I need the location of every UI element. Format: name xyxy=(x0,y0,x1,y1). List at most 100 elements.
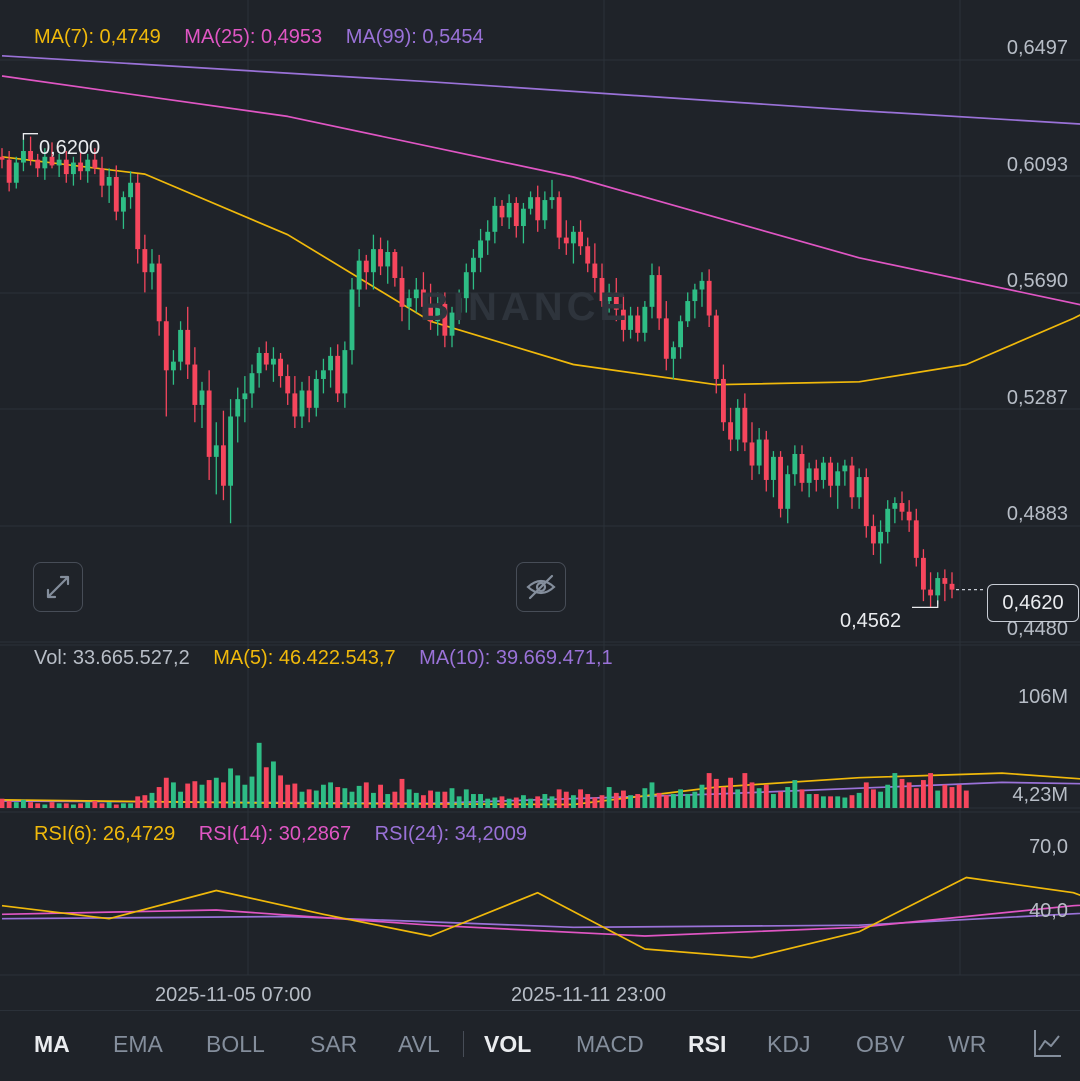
volume-bar xyxy=(463,789,469,808)
tab-ma[interactable]: MA xyxy=(34,1031,70,1057)
candle-body xyxy=(913,520,919,558)
volume-bar xyxy=(256,742,262,808)
candle-body xyxy=(206,390,212,457)
volume-bar xyxy=(171,782,176,808)
rsi6-line xyxy=(1,876,1080,959)
candle-body xyxy=(292,393,298,417)
candle-body xyxy=(549,197,555,201)
volume-tick: 106M xyxy=(1017,686,1068,708)
volume-bar xyxy=(28,802,33,808)
volume-bar xyxy=(963,790,969,808)
volume-bar xyxy=(335,787,341,808)
toolbar-divider xyxy=(463,1031,464,1057)
time-label: 2025-11-05 07:00 xyxy=(155,984,312,1006)
candle-body xyxy=(492,205,498,232)
legend-ma7: MA(7): 0,4749 xyxy=(34,26,161,48)
volume-bar xyxy=(792,780,798,808)
grid-lines xyxy=(0,0,1080,976)
candle-body xyxy=(49,156,55,166)
volume-bar xyxy=(399,778,405,808)
high-marker-line xyxy=(22,133,38,140)
tab-ema[interactable]: EMA xyxy=(113,1031,163,1057)
candle-body xyxy=(935,578,941,596)
volume-bar xyxy=(113,804,119,808)
indicator-toolbar: MA EMA BOLL SAR AVL VOL MACD RSI KDJ OBV… xyxy=(0,1010,1080,1081)
candle-body xyxy=(499,205,505,218)
tab-avl[interactable]: AVL xyxy=(398,1031,440,1057)
candle-body xyxy=(728,422,733,440)
volume-bar xyxy=(85,802,91,808)
price-tick: 0,4480 xyxy=(1006,618,1068,640)
volume-bar xyxy=(499,796,505,808)
candle-body xyxy=(871,526,876,544)
candle-body xyxy=(85,159,91,172)
expand-icon xyxy=(46,575,70,599)
tab-rsi[interactable]: RSI xyxy=(688,1031,727,1057)
volume-bar xyxy=(921,780,926,808)
current-price-tag[interactable]: 0,4620 xyxy=(987,584,1079,622)
candle-body xyxy=(649,275,655,307)
volume-bar xyxy=(121,803,126,808)
price-tick: 0,6497 xyxy=(1006,37,1068,59)
volume-bar xyxy=(321,784,326,808)
volume-bar xyxy=(706,773,712,808)
volume-bar xyxy=(863,782,869,808)
candle-body xyxy=(449,312,455,336)
candle-body xyxy=(171,361,176,371)
volume-bar xyxy=(471,794,476,808)
candle-body xyxy=(621,309,626,330)
hide-indicators-button[interactable] xyxy=(516,562,566,612)
volume-bar xyxy=(735,789,741,808)
legend-vol-ma5: MA(5): 46.422.543,7 xyxy=(213,647,396,669)
volume-bars-layer xyxy=(0,742,969,808)
volume-bar xyxy=(63,803,69,808)
volume-bar xyxy=(35,803,41,808)
volume-bar xyxy=(192,781,198,808)
volume-bar xyxy=(363,782,369,808)
tab-sar[interactable]: SAR xyxy=(310,1031,358,1057)
low-marker-label: 0,4562 xyxy=(840,610,902,632)
tab-kdj[interactable]: KDJ xyxy=(767,1031,811,1057)
volume-bar xyxy=(135,796,141,808)
candle-body xyxy=(335,355,341,394)
volume-bar xyxy=(721,787,726,808)
candle-body xyxy=(385,252,391,267)
volume-bar xyxy=(56,803,62,808)
candle-body xyxy=(521,208,526,227)
candle-body xyxy=(578,231,583,247)
rsi14-line xyxy=(1,904,1080,937)
volume-bar xyxy=(299,791,305,808)
tab-vol[interactable]: VOL xyxy=(484,1031,532,1057)
candle-body xyxy=(842,465,848,472)
volume-tick: 4,23M xyxy=(1012,784,1068,806)
volume-bar xyxy=(185,783,191,808)
candle-body xyxy=(642,306,648,333)
tab-wr[interactable]: WR xyxy=(948,1031,987,1057)
candle-body xyxy=(156,263,162,322)
candle-body xyxy=(906,511,912,521)
indicator-settings-button[interactable] xyxy=(1032,1027,1064,1064)
rsi-lines-layer xyxy=(1,876,1080,959)
volume-bar xyxy=(349,791,355,808)
volume-bar xyxy=(271,761,276,808)
tab-obv[interactable]: OBV xyxy=(856,1031,905,1057)
candle-body xyxy=(271,358,276,365)
tab-boll[interactable]: BOLL xyxy=(206,1031,265,1057)
candle-body xyxy=(442,303,448,336)
fullscreen-button[interactable] xyxy=(33,562,83,612)
tab-macd[interactable]: MACD xyxy=(576,1031,644,1057)
rsi-legend: RSI(6): 26,4729 RSI(14): 30,2867 RSI(24)… xyxy=(34,823,545,846)
volume-bar xyxy=(771,794,776,808)
candle-body xyxy=(585,246,591,264)
low-marker-line xyxy=(912,600,939,608)
candle-body xyxy=(863,477,869,527)
candle-body xyxy=(513,202,519,227)
rsi-tick: 70,0 xyxy=(1029,836,1068,858)
candle-body xyxy=(121,197,126,212)
candle-body xyxy=(35,159,41,169)
candle-body xyxy=(363,260,369,273)
candlestick-chart[interactable] xyxy=(0,0,1080,1010)
moving-average-lines xyxy=(1,54,1080,806)
volume-bar xyxy=(49,802,55,808)
candle-body xyxy=(285,376,291,394)
